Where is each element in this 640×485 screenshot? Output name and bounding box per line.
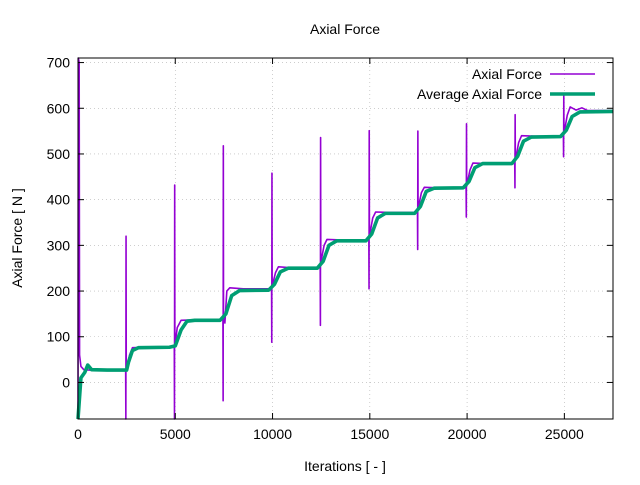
x-tick-label: 5000 xyxy=(160,426,191,442)
y-tick-label: 400 xyxy=(47,192,71,208)
x-tick-label: 20000 xyxy=(448,426,487,442)
x-axis-label: Iterations [ - ] xyxy=(304,458,386,474)
series-layer xyxy=(76,57,614,420)
x-tick-label: 10000 xyxy=(253,426,292,442)
y-tick-label: 300 xyxy=(47,237,71,253)
plot-frame xyxy=(77,57,614,420)
y-axis-label: Axial Force [ N ] xyxy=(9,188,25,288)
y-tick-label: 600 xyxy=(47,100,71,116)
x-tick-label: 15000 xyxy=(350,426,389,442)
y-tick-label: 0 xyxy=(62,374,70,390)
legend: Axial Force Average Axial Force xyxy=(417,66,595,102)
x-tick-label: 0 xyxy=(74,426,82,442)
axis-ticks: 0 100 200 300 400 500 600 700 0 5000 10000 15000 200… xyxy=(47,55,613,442)
series-line-average-axial-force xyxy=(76,109,614,420)
chart-title: Axial Force xyxy=(310,21,380,37)
y-tick-label: 500 xyxy=(47,146,71,162)
legend-label: Average Axial Force xyxy=(417,86,542,102)
y-tick-label: 200 xyxy=(47,283,71,299)
y-tick-label: 100 xyxy=(47,329,71,345)
x-tick-label: 25000 xyxy=(545,426,584,442)
y-tick-label: 700 xyxy=(47,55,71,71)
legend-label: Axial Force xyxy=(472,66,542,82)
